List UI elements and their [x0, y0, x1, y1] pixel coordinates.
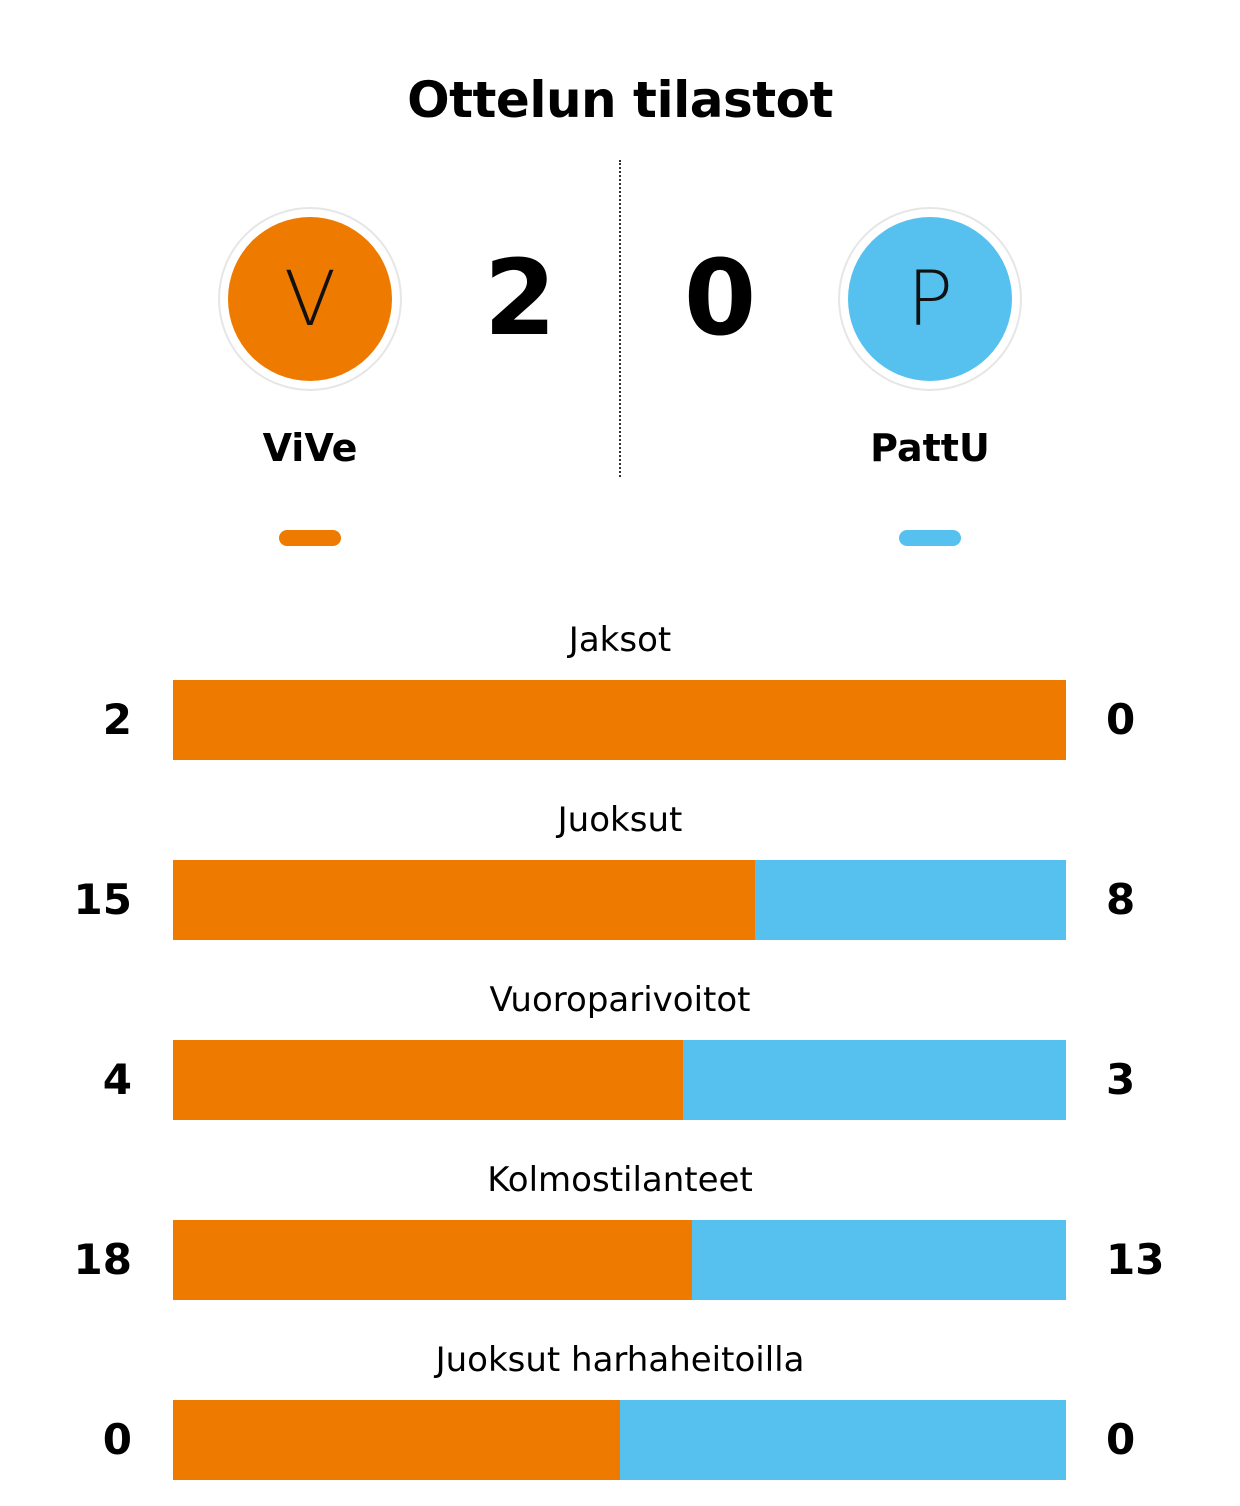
- home-stat-bar: [173, 860, 755, 940]
- away-stat-bar: [683, 1040, 1066, 1120]
- away-stat-bar: [755, 860, 1066, 940]
- away-stat-bar: [620, 1400, 1066, 1480]
- away-stat-value: 0: [1106, 1415, 1136, 1464]
- stat-bar: [173, 1220, 1066, 1300]
- away-stat-value: 13: [1106, 1235, 1165, 1284]
- stat-label: Juoksut harhaheitoilla: [435, 1340, 805, 1380]
- away-stat-bar: [692, 1220, 1066, 1300]
- away-team-score: 0: [683, 237, 757, 359]
- center-divider: [619, 160, 621, 477]
- stat-row: Kolmostilanteet 18 13: [0, 1156, 1240, 1326]
- away-team-logo-letter: P: [848, 217, 1012, 381]
- page-title: Ottelun tilastot: [407, 71, 833, 129]
- stat-bar: [173, 680, 1066, 760]
- stat-row: Jaksot 2 0: [0, 616, 1240, 786]
- stat-row: Vuoroparivoitot 4 3: [0, 976, 1240, 1146]
- away-stat-value: 8: [1106, 875, 1136, 924]
- home-stat-bar: [173, 680, 1066, 760]
- stat-row: Juoksut harhaheitoilla 0 0: [0, 1336, 1240, 1506]
- stat-bar: [173, 1040, 1066, 1120]
- stat-label: Juoksut: [557, 800, 683, 840]
- away-stat-value: 0: [1106, 695, 1136, 744]
- away-legend-swatch: [899, 530, 961, 546]
- away-team-name: PattU: [870, 426, 990, 470]
- stat-label: Jaksot: [568, 620, 672, 660]
- stat-label: Vuoroparivoitot: [489, 980, 751, 1020]
- home-stat-value: 4: [102, 1055, 132, 1104]
- home-team-score: 2: [483, 237, 557, 359]
- away-team-logo: P: [838, 207, 1022, 391]
- home-team-logo-letter: V: [228, 217, 392, 381]
- stat-row: Juoksut 15 8: [0, 796, 1240, 966]
- stat-bar: [173, 860, 1066, 940]
- home-stat-bar: [173, 1400, 620, 1480]
- stat-bar: [173, 1400, 1066, 1480]
- home-stat-value: 18: [73, 1235, 132, 1284]
- home-team-name: ViVe: [262, 426, 358, 470]
- home-stat-bar: [173, 1040, 683, 1120]
- home-stat-value: 2: [102, 695, 132, 744]
- away-stat-value: 3: [1106, 1055, 1136, 1104]
- home-stat-value: 15: [73, 875, 132, 924]
- stat-label: Kolmostilanteet: [487, 1160, 753, 1200]
- home-legend-swatch: [279, 530, 341, 546]
- home-stat-value: 0: [102, 1415, 132, 1464]
- home-team-logo: V: [218, 207, 402, 391]
- home-stat-bar: [173, 1220, 692, 1300]
